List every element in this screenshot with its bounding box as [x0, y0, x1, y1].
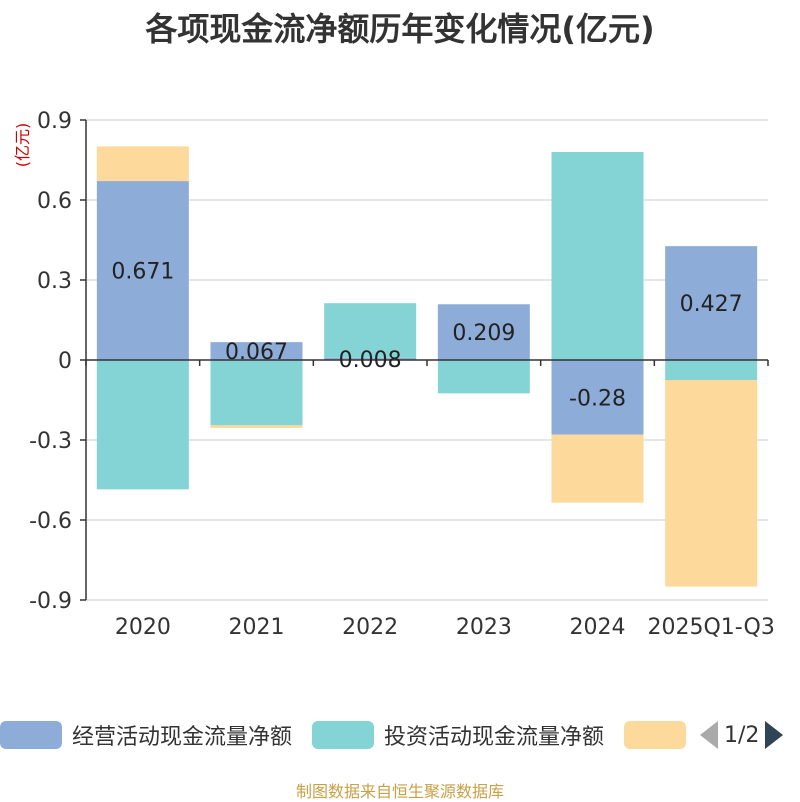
bar-2024-s1 — [551, 152, 644, 360]
bar-2025Q1-Q3-s2 — [665, 380, 758, 587]
chart-plot: 0.9 0.6 0.3 0 -0.3 -0.6 -0.9 (亿元) 2020 2021 2022 20… — [13, 109, 775, 640]
bar-2023-s1 — [437, 360, 530, 394]
data-label: 0.671 — [111, 260, 174, 285]
legend-label-operating: 经营活动现金流量净额 — [72, 725, 293, 750]
x-tick-label: 2025Q1-Q3 — [647, 615, 774, 640]
legend-swatch-investing — [312, 721, 375, 749]
chart-title: 各项现金流净额历年变化情况(亿元) — [145, 10, 655, 48]
bar-2021-s1 — [210, 360, 303, 426]
x-tick-label: 2020 — [115, 615, 171, 640]
bar-2025Q1-Q3-s0 — [665, 246, 758, 360]
legend-prev-page-icon[interactable] — [700, 721, 718, 749]
data-label: 0.427 — [680, 292, 743, 317]
y-tick-label: 0.9 — [37, 109, 72, 134]
bar-2020-s1 — [96, 360, 189, 490]
data-label: 0.008 — [339, 348, 402, 373]
legend-swatch-third — [624, 721, 687, 749]
data-source-footer: 制图数据来自恒生聚源数据库 — [295, 782, 504, 801]
data-label: 0.067 — [225, 340, 288, 365]
x-tick-label: 2022 — [342, 615, 398, 640]
data-label: -0.28 — [569, 386, 626, 411]
y-tick-label: 0 — [58, 349, 72, 374]
y-tick-label: 0.3 — [37, 269, 72, 294]
y-tick-label: -0.9 — [29, 589, 72, 614]
grid-lines — [86, 119, 768, 601]
bar-2021-s0 — [210, 342, 303, 360]
bars — [96, 146, 758, 587]
y-tick-label: -0.3 — [29, 429, 72, 454]
bar-2022-s0 — [324, 357, 417, 360]
y-tick-label: 0.6 — [37, 189, 72, 214]
legend-next-page-icon[interactable] — [765, 721, 784, 749]
bar-2024-s2 — [551, 434, 644, 503]
bar-2022-s1 — [324, 303, 417, 358]
x-tick-label: 2023 — [456, 615, 512, 640]
legend-item-investing[interactable]: 投资活动现金流量净额 — [312, 719, 604, 751]
legend-swatch-operating — [0, 721, 62, 749]
bar-2024-s0 — [551, 360, 644, 435]
legend-pager: 1/2 — [700, 718, 784, 752]
legend: 经营活动现金流量净额 投资活动现金流量净额 — [0, 718, 716, 752]
bar-2021-s2 — [210, 425, 303, 428]
legend-item-operating[interactable]: 经营活动现金流量净额 — [0, 719, 292, 751]
axes: 0.9 0.6 0.3 0 -0.3 -0.6 -0.9 (亿元) 2020 2021 2022 20… — [13, 109, 775, 640]
bar-2025Q1-Q3-s1 — [665, 360, 758, 380]
legend-page-indicator: 1/2 — [724, 722, 760, 748]
bar-2023-s0 — [437, 304, 530, 360]
y-axis-unit-label: (亿元) — [13, 123, 32, 168]
x-tick-label: 2024 — [570, 615, 626, 640]
bar-2020-s2 — [96, 146, 189, 182]
x-tick-label: 2021 — [229, 615, 285, 640]
y-tick-label: -0.6 — [29, 509, 72, 534]
bar-2020-s0 — [96, 181, 189, 360]
legend-item-third[interactable] — [624, 721, 696, 749]
data-labels: 0.671 0.067 0.008 0.209 -0.28 0.427 — [111, 260, 742, 412]
legend-label-investing: 投资活动现金流量净额 — [384, 725, 605, 750]
data-label: 0.209 — [452, 321, 515, 346]
